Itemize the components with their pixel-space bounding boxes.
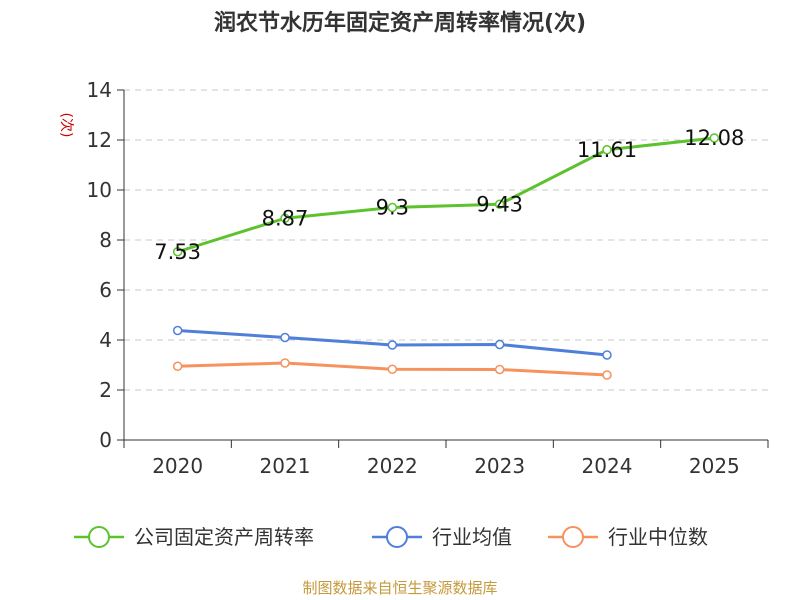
y-tick-label: 14 [87, 78, 112, 102]
x-tick-label: 2024 [582, 454, 633, 478]
data-point [172, 325, 183, 336]
y-tick-label: 4 [99, 328, 112, 352]
data-point [494, 364, 505, 375]
data-point [709, 133, 720, 143]
data-point [172, 361, 183, 371]
data-point [387, 340, 398, 350]
legend-label: 公司固定资产周转率 [134, 525, 314, 549]
data-point [602, 145, 612, 155]
y-tick-label: 2 [99, 378, 112, 402]
axes: 0 2 4 6 8 10 12 14 2020 2021 2022 2023 2024 2025 [87, 78, 769, 478]
legend-swatch-marker [88, 526, 110, 548]
y-tick-label: 0 [99, 428, 112, 452]
source-note: 制图数据来自恒生聚源数据库 [302, 579, 497, 597]
data-label: 9.3 [376, 196, 409, 220]
grid-lines [124, 89, 768, 391]
data-point [602, 370, 612, 380]
x-tick-label: 2023 [474, 454, 525, 478]
series-group [172, 133, 720, 380]
data-label: 8.87 [262, 206, 309, 230]
data-point [387, 202, 398, 213]
chart-title: 润农节水历年固定资产周转率情况(次) [214, 10, 586, 36]
x-tick-label: 2021 [260, 454, 311, 478]
y-tick-label: 10 [87, 178, 112, 202]
y-tick-label: 6 [99, 278, 112, 302]
legend-swatch-marker [562, 526, 584, 548]
data-point [494, 339, 505, 350]
legend-swatch-marker [386, 526, 408, 548]
y-tick-label: 12 [87, 128, 112, 152]
data-label: 9.43 [476, 192, 523, 216]
data-point [172, 247, 183, 257]
data-label: 12.08 [684, 126, 744, 150]
legend-item-1[interactable]: 行业均值 [372, 525, 512, 549]
data-label: 11.61 [577, 138, 637, 162]
x-tick-label: 2020 [152, 454, 203, 478]
y-tick-label: 8 [99, 228, 112, 252]
legend-item-0[interactable]: 公司固定资产周转率 [74, 525, 314, 549]
data-point [280, 213, 290, 223]
data-point [494, 199, 505, 209]
data-label: 7.53 [154, 240, 201, 264]
x-tick-label: 2025 [689, 454, 740, 478]
legend-label: 行业均值 [432, 525, 512, 549]
legend: 公司固定资产周转率 行业均值 行业中位数 [74, 525, 708, 549]
data-point [387, 364, 398, 374]
data-point [602, 350, 612, 360]
data-labels: 7.53 8.87 9.3 9.43 11.61 12.08 [154, 126, 744, 264]
series-line-0 [177, 136, 715, 254]
data-point [280, 358, 290, 368]
x-tick-label: 2022 [367, 454, 418, 478]
legend-label: 行业中位数 [608, 525, 708, 549]
legend-item-2[interactable]: 行业中位数 [548, 525, 708, 549]
data-point [280, 332, 290, 343]
y-axis-label: (次) [58, 113, 74, 138]
